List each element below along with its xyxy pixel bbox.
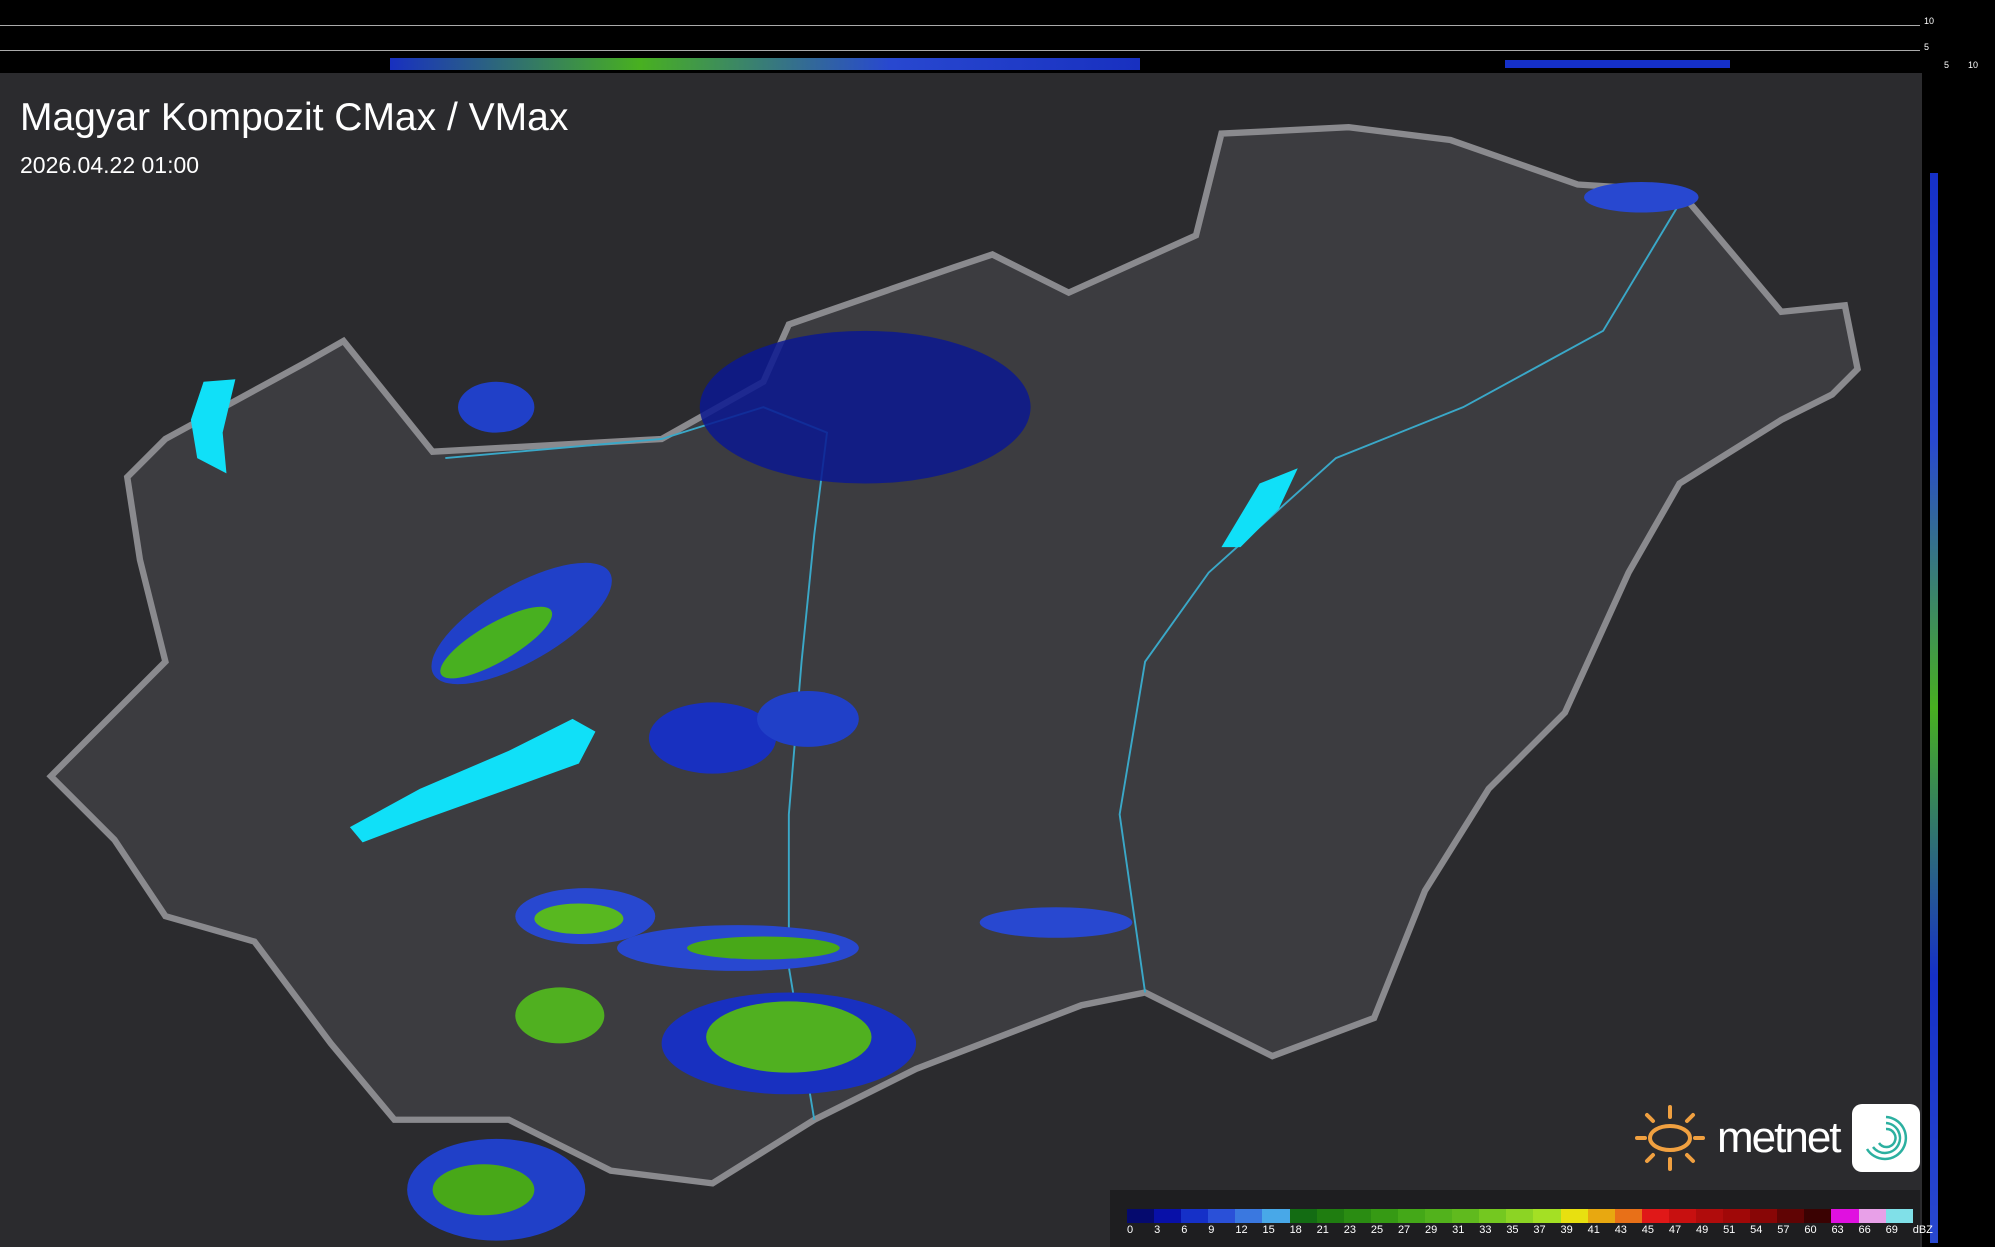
legend-label: 27 (1397, 1224, 1411, 1236)
legend-swatch (1831, 1209, 1859, 1223)
legend-swatch (1533, 1209, 1561, 1223)
metnet-logo: metnet (1635, 1103, 1920, 1173)
legend-swatch (1560, 1209, 1588, 1223)
rivers (445, 203, 1681, 1120)
legend-label: 66 (1858, 1224, 1871, 1236)
legend-unit: dBZ (1912, 1224, 1933, 1236)
legend-swatch (1370, 1209, 1398, 1223)
legend-swatch (1695, 1209, 1724, 1223)
tick-label: 10 (1924, 16, 1935, 26)
legend-label: 21 (1316, 1224, 1329, 1236)
legend-swatch (1506, 1209, 1534, 1223)
sun-icon (1635, 1105, 1705, 1171)
lake-ferto (190, 379, 236, 474)
dbz-color-legend: 0 3 6 9 12 15 18 21 23 25 27 29 31 33 35 37 39 41 43 45 47 49… (1110, 1190, 1933, 1247)
legend-swatch (1181, 1209, 1209, 1223)
legend-swatch (1154, 1209, 1182, 1223)
legend-swatch (1343, 1209, 1371, 1223)
legend-labels: 0 3 6 9 12 15 18 21 23 25 27 29 31 33 35 37 39 41 43 45 47 49… (1127, 1224, 1940, 1236)
legend-swatch (1804, 1209, 1832, 1223)
legend-swatch (1235, 1209, 1263, 1223)
swirl-icon (1851, 1104, 1920, 1172)
logo-text: metnet (1717, 1113, 1842, 1162)
profile-axes-corner: 10 5 5 10 (1920, 0, 1995, 73)
legend-swatch (1452, 1209, 1480, 1223)
legend-label: 60 (1804, 1224, 1817, 1236)
legend-label: 51 (1723, 1224, 1736, 1236)
legend-swatch (1858, 1209, 1886, 1223)
legend-label: 33 (1479, 1224, 1492, 1236)
legend-color-bar (1127, 1209, 1913, 1223)
legend-swatch (1479, 1209, 1507, 1223)
legend-label: 43 (1614, 1224, 1627, 1236)
legend-swatch (1397, 1209, 1426, 1223)
legend-label: 57 (1777, 1224, 1790, 1236)
legend-label: 41 (1587, 1224, 1600, 1236)
hungary-border (46, 124, 1862, 1187)
legend-swatch (1425, 1209, 1453, 1223)
legend-label: 37 (1533, 1224, 1546, 1236)
legend-label: 25 (1370, 1224, 1384, 1236)
legend-label: 15 (1262, 1224, 1275, 1236)
legend-swatch (1614, 1209, 1642, 1223)
map-timestamp: 2026.04.22 01:00 (20, 152, 200, 178)
legend-label: 39 (1560, 1224, 1573, 1236)
legend-swatch (1289, 1209, 1317, 1223)
lake-tisza (1221, 468, 1298, 548)
legend-label: 23 (1343, 1224, 1356, 1236)
legend-label: 29 (1425, 1224, 1438, 1236)
tick-label: 10 (1968, 60, 1979, 70)
legend-label: 12 (1235, 1224, 1248, 1236)
map-title: Magyar Kompozit CMax / VMax (20, 96, 569, 139)
legend-label: 49 (1695, 1224, 1709, 1236)
legend-swatch (1723, 1209, 1751, 1223)
legend-label: 47 (1668, 1224, 1682, 1236)
legend-label: 54 (1750, 1224, 1763, 1236)
lake-balaton (349, 718, 596, 843)
precipitation-echoes (407, 181, 1699, 1241)
vertical-profile-right (1922, 73, 1995, 1247)
legend-swatch (1885, 1209, 1913, 1223)
legend-swatch (1127, 1209, 1155, 1223)
legend-swatch (1750, 1209, 1778, 1223)
legend-label: 31 (1452, 1224, 1465, 1236)
legend-label: 63 (1831, 1224, 1844, 1236)
legend-swatch (1641, 1209, 1669, 1223)
legend-label: 69 (1885, 1224, 1898, 1236)
profile-echoes (390, 58, 1140, 70)
legend-swatch (1208, 1209, 1236, 1223)
legend-label: 0 (1127, 1224, 1134, 1236)
legend-label: 35 (1506, 1224, 1519, 1236)
legend-label: 3 (1154, 1224, 1161, 1236)
tick-label: 5 (1924, 42, 1930, 52)
legend-swatch (1777, 1209, 1805, 1223)
legend-label: 45 (1641, 1224, 1655, 1236)
legend-swatch (1587, 1209, 1615, 1223)
legend-swatch (1262, 1209, 1290, 1223)
legend-label: 6 (1181, 1224, 1188, 1236)
legend-label: 9 (1208, 1224, 1215, 1236)
legend-label: 18 (1289, 1224, 1302, 1236)
tick-label: 5 (1944, 60, 1950, 70)
vertical-profile-top (0, 0, 1920, 73)
legend-swatch (1668, 1209, 1696, 1223)
legend-swatch (1316, 1209, 1344, 1223)
